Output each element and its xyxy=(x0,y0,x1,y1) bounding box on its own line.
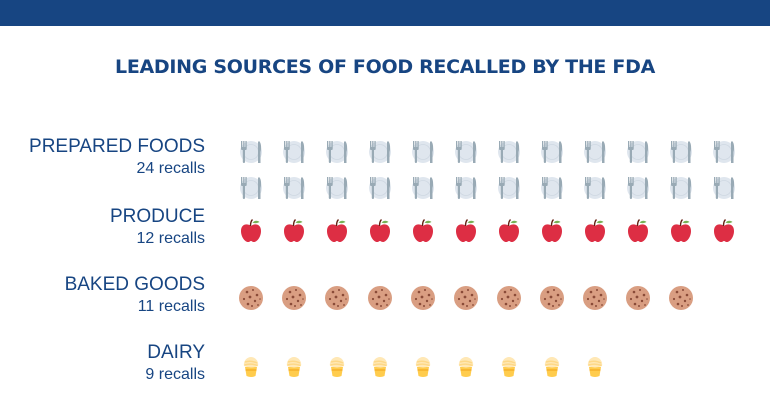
cookie-icon xyxy=(410,285,436,311)
category-label: PREPARED FOODS xyxy=(29,136,205,157)
plate-fork-knife-icon xyxy=(324,139,350,165)
cookie-icon xyxy=(496,285,522,311)
icon-grid xyxy=(238,134,754,206)
count-label: 12 recalls xyxy=(136,230,205,247)
apple-icon xyxy=(324,217,350,243)
cookie-icon xyxy=(453,285,479,311)
plate-fork-knife-icon xyxy=(496,139,522,165)
apple-icon xyxy=(625,217,651,243)
plate-fork-knife-icon xyxy=(238,139,264,165)
ice-cream-icon xyxy=(238,353,264,379)
category-label: DAIRY xyxy=(147,342,205,363)
apple-icon xyxy=(582,217,608,243)
row-label: PREPARED FOODS 24 recalls xyxy=(29,136,205,180)
apple-icon xyxy=(238,217,264,243)
plate-fork-knife-icon xyxy=(281,175,307,201)
count-label: 9 recalls xyxy=(145,366,205,383)
cookie-icon xyxy=(668,285,694,311)
row-label: BAKED GOODS 11 recalls xyxy=(65,274,205,318)
icon-line xyxy=(238,280,711,316)
icon-grid xyxy=(238,212,754,248)
plate-fork-knife-icon xyxy=(324,175,350,201)
apple-icon xyxy=(711,217,737,243)
apple-icon xyxy=(539,217,565,243)
cookie-icon xyxy=(582,285,608,311)
plate-fork-knife-icon xyxy=(625,175,651,201)
plate-fork-knife-icon xyxy=(453,139,479,165)
plate-fork-knife-icon xyxy=(582,139,608,165)
plate-fork-knife-icon xyxy=(367,139,393,165)
apple-icon xyxy=(496,217,522,243)
ice-cream-icon xyxy=(453,353,479,379)
apple-icon xyxy=(281,217,307,243)
icon-line xyxy=(238,170,754,206)
cookie-icon xyxy=(625,285,651,311)
plate-fork-knife-icon xyxy=(453,175,479,201)
ice-cream-icon xyxy=(410,353,436,379)
count-label: 11 recalls xyxy=(137,298,205,315)
plate-fork-knife-icon xyxy=(668,139,694,165)
plate-fork-knife-icon xyxy=(281,139,307,165)
ice-cream-icon xyxy=(582,353,608,379)
plate-fork-knife-icon xyxy=(711,175,737,201)
count-label: 24 recalls xyxy=(136,160,205,177)
row-label: DAIRY 9 recalls xyxy=(145,342,205,386)
plate-fork-knife-icon xyxy=(539,139,565,165)
chart-title: LEADING SOURCES OF FOOD RECALLED BY THE … xyxy=(115,56,655,78)
cookie-icon xyxy=(281,285,307,311)
cookie-icon xyxy=(539,285,565,311)
category-label: BAKED GOODS xyxy=(64,274,205,295)
plate-fork-knife-icon xyxy=(625,139,651,165)
icon-line xyxy=(238,212,754,248)
apple-icon xyxy=(668,217,694,243)
plate-fork-knife-icon xyxy=(410,139,436,165)
ice-cream-icon xyxy=(367,353,393,379)
plate-fork-knife-icon xyxy=(582,175,608,201)
cookie-icon xyxy=(324,285,350,311)
icon-line xyxy=(238,348,625,384)
category-label: PRODUCE xyxy=(109,206,205,227)
ice-cream-icon xyxy=(281,353,307,379)
icon-line xyxy=(238,134,754,170)
cookie-icon xyxy=(238,285,264,311)
ice-cream-icon xyxy=(539,353,565,379)
apple-icon xyxy=(410,217,436,243)
cookie-icon xyxy=(367,285,393,311)
plate-fork-knife-icon xyxy=(410,175,436,201)
apple-icon xyxy=(367,217,393,243)
plate-fork-knife-icon xyxy=(668,175,694,201)
apple-icon xyxy=(453,217,479,243)
row-label: PRODUCE 12 recalls xyxy=(110,206,205,250)
ice-cream-icon xyxy=(496,353,522,379)
plate-fork-knife-icon xyxy=(238,175,264,201)
icon-grid xyxy=(238,348,625,384)
plate-fork-knife-icon xyxy=(367,175,393,201)
ice-cream-icon xyxy=(324,353,350,379)
header-bar xyxy=(0,0,770,26)
plate-fork-knife-icon xyxy=(496,175,522,201)
icon-grid xyxy=(238,280,711,316)
plate-fork-knife-icon xyxy=(711,139,737,165)
plate-fork-knife-icon xyxy=(539,175,565,201)
